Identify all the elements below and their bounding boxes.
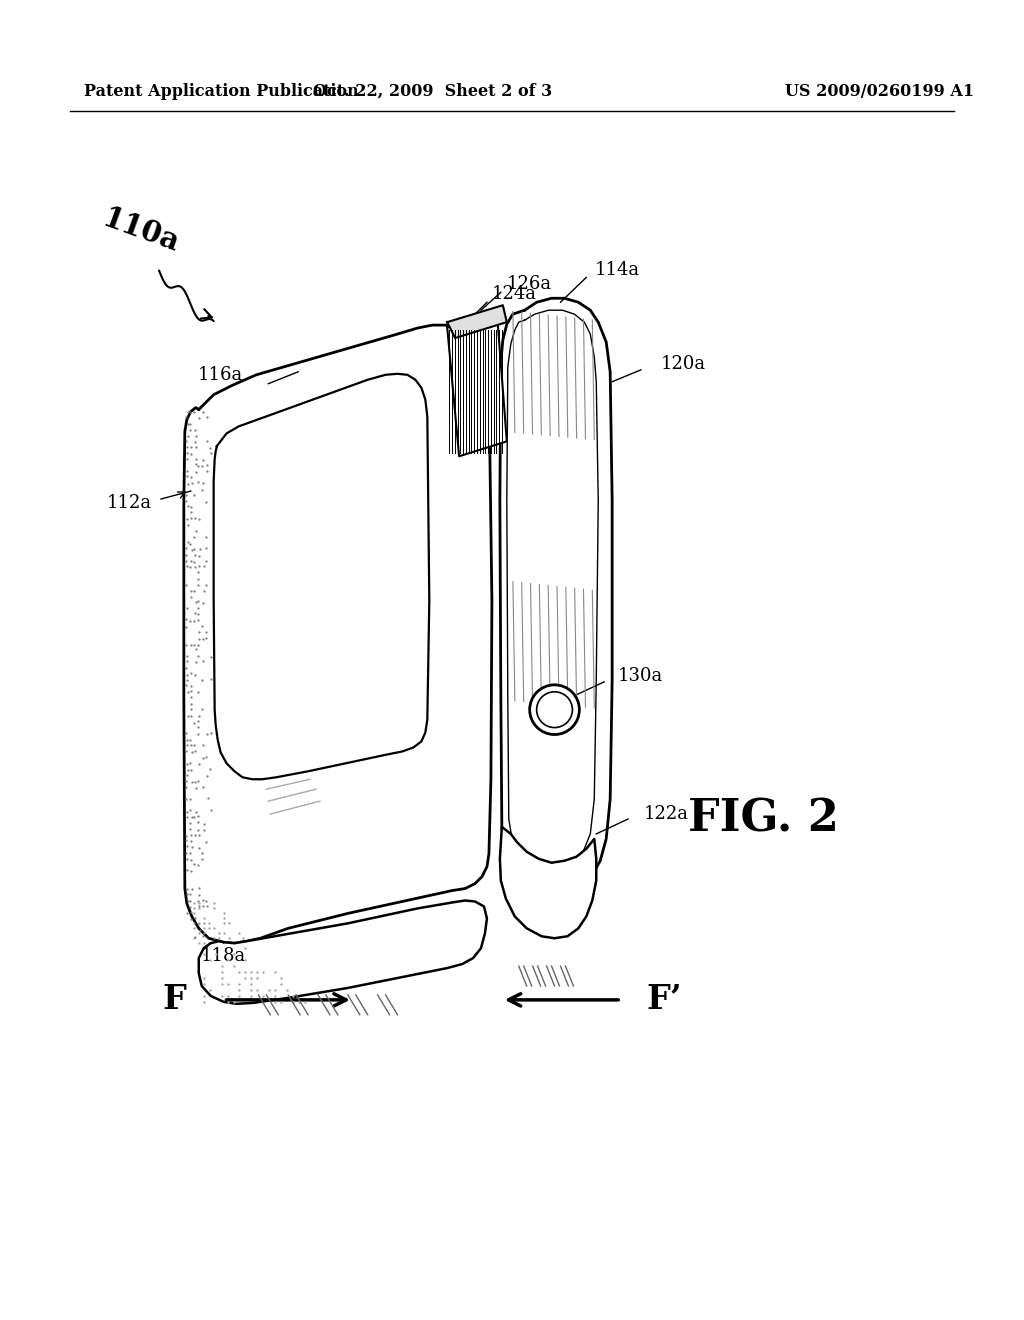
Polygon shape xyxy=(500,826,596,939)
Polygon shape xyxy=(199,900,487,1003)
Text: 120a: 120a xyxy=(660,355,706,372)
Text: US 2009/0260199 A1: US 2009/0260199 A1 xyxy=(785,83,974,100)
Text: Patent Application Publication: Patent Application Publication xyxy=(84,83,359,100)
Text: F: F xyxy=(162,983,185,1016)
Polygon shape xyxy=(184,325,492,944)
Text: 122a: 122a xyxy=(644,805,689,824)
Polygon shape xyxy=(447,313,507,457)
Polygon shape xyxy=(500,298,612,899)
Polygon shape xyxy=(214,374,429,779)
Text: 126a: 126a xyxy=(507,276,552,293)
Polygon shape xyxy=(447,305,507,338)
Text: 130a: 130a xyxy=(618,667,664,685)
Text: 112a: 112a xyxy=(106,494,152,512)
Text: F’: F’ xyxy=(646,983,682,1016)
Text: 114a: 114a xyxy=(594,261,639,280)
Text: FIG. 2: FIG. 2 xyxy=(688,797,839,841)
Text: 116a: 116a xyxy=(199,366,244,384)
Text: 110a: 110a xyxy=(98,203,183,257)
Text: 118a: 118a xyxy=(201,948,247,965)
Text: Oct. 22, 2009  Sheet 2 of 3: Oct. 22, 2009 Sheet 2 of 3 xyxy=(312,83,552,100)
Circle shape xyxy=(529,685,580,734)
Text: 124a: 124a xyxy=(492,285,537,304)
